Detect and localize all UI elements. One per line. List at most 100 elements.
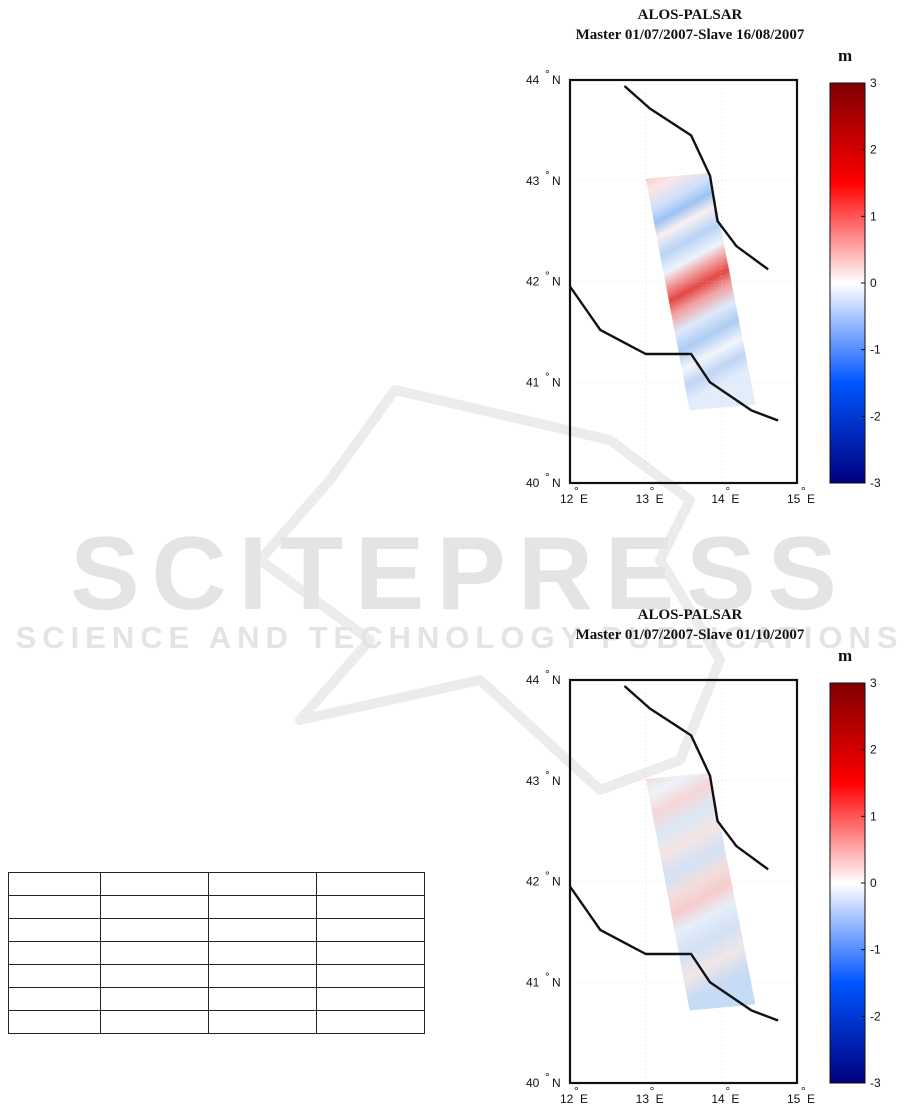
table-cell bbox=[208, 918, 317, 942]
latitude-suffix: N bbox=[552, 375, 561, 389]
latitude-label: 40 bbox=[526, 1076, 540, 1090]
colorbar-tick-label: 1 bbox=[870, 809, 877, 823]
latitude-suffix: N bbox=[552, 774, 561, 788]
latitude-label: 44 bbox=[526, 73, 540, 87]
table-row bbox=[8, 872, 425, 896]
map-subtitle: Master 01/07/2007-Slave 16/08/2007 bbox=[575, 27, 805, 43]
degree-mark: ° bbox=[545, 768, 550, 782]
colorbar-tick-label: 3 bbox=[870, 76, 877, 90]
table-cell bbox=[100, 987, 209, 1011]
latitude-suffix: N bbox=[552, 476, 561, 490]
latitude-suffix: N bbox=[552, 275, 561, 289]
latitude-label: 40 bbox=[526, 476, 540, 490]
degree-mark: ° bbox=[545, 869, 550, 883]
degree-mark: ° bbox=[801, 1084, 806, 1098]
degree-mark: ° bbox=[725, 1084, 730, 1098]
degree-mark: ° bbox=[574, 484, 579, 498]
table-row bbox=[8, 987, 425, 1011]
table-row bbox=[8, 1010, 425, 1034]
degree-mark: ° bbox=[545, 67, 550, 81]
table-cell bbox=[100, 872, 209, 896]
longitude-suffix: E bbox=[656, 1092, 664, 1106]
map-frame bbox=[568, 78, 799, 485]
table-row bbox=[8, 895, 425, 919]
table-cell bbox=[100, 964, 209, 988]
map-panel-1: ALOS-PALSAR Master 01/07/2007-Slave 16/0… bbox=[500, 5, 881, 515]
table-row bbox=[8, 918, 425, 942]
table-cell bbox=[316, 872, 425, 896]
table-cell bbox=[316, 895, 425, 919]
table-cell bbox=[100, 1010, 209, 1034]
longitude-label: 15 bbox=[787, 1092, 801, 1106]
table-cell bbox=[8, 987, 101, 1011]
table-row bbox=[8, 941, 425, 965]
coastline-southwest bbox=[569, 285, 779, 422]
latitude-suffix: N bbox=[552, 875, 561, 889]
table-cell bbox=[208, 941, 317, 965]
longitude-suffix: E bbox=[731, 492, 739, 506]
latitude-label: 41 bbox=[526, 975, 540, 989]
table-cell bbox=[100, 895, 209, 919]
table-cell bbox=[100, 941, 209, 965]
table-cell bbox=[8, 941, 101, 965]
latitude-suffix: N bbox=[552, 975, 561, 989]
table-cell bbox=[100, 918, 209, 942]
latitude-label: 44 bbox=[526, 673, 540, 687]
table-row bbox=[8, 964, 425, 988]
longitude-suffix: E bbox=[580, 1092, 588, 1106]
degree-mark: ° bbox=[574, 1084, 579, 1098]
latitude-suffix: N bbox=[552, 1076, 561, 1090]
table-cell bbox=[208, 964, 317, 988]
longitude-label: 13 bbox=[636, 492, 650, 506]
table-cell bbox=[8, 872, 101, 896]
degree-mark: ° bbox=[545, 667, 550, 681]
table-cell bbox=[316, 1010, 425, 1034]
map-frame bbox=[568, 678, 799, 1085]
table-cell bbox=[208, 1010, 317, 1034]
degree-mark: ° bbox=[650, 1084, 655, 1098]
longitude-label: 14 bbox=[711, 492, 725, 506]
interferogram-swath bbox=[645, 772, 756, 1011]
table-cell bbox=[208, 895, 317, 919]
latitude-suffix: N bbox=[552, 73, 561, 87]
latitude-label: 42 bbox=[526, 875, 540, 889]
displacement-map-2: 44 ° N43 ° N42 ° N41 ° N40 ° N12°E 13°E 14°E 15°E3210… bbox=[526, 667, 881, 1106]
degree-mark: ° bbox=[545, 269, 550, 283]
latitude-label: 41 bbox=[526, 375, 540, 389]
longitude-label: 14 bbox=[711, 1092, 725, 1106]
latitude-label: 43 bbox=[526, 774, 540, 788]
degree-mark: ° bbox=[545, 369, 550, 383]
colorbar-tick-label: -2 bbox=[870, 1009, 881, 1023]
table-cell bbox=[8, 1010, 101, 1034]
map-subtitle: Master 01/07/2007-Slave 01/10/2007 bbox=[575, 627, 805, 643]
colorbar-tick-label: -2 bbox=[870, 409, 881, 423]
longitude-label: 12 bbox=[560, 1092, 574, 1106]
longitude-suffix: E bbox=[731, 1092, 739, 1106]
coastline-northeast bbox=[623, 685, 769, 871]
colorbar-tick-label: 2 bbox=[870, 743, 877, 757]
longitude-label: 15 bbox=[787, 492, 801, 506]
longitude-suffix: E bbox=[807, 492, 815, 506]
colorbar-tick-label: 1 bbox=[870, 209, 877, 223]
longitude-label: 13 bbox=[636, 1092, 650, 1106]
degree-mark: ° bbox=[545, 969, 550, 983]
interferogram-swath bbox=[645, 172, 756, 411]
longitude-suffix: E bbox=[580, 492, 588, 506]
map-title: ALOS-PALSAR bbox=[637, 607, 743, 623]
colorbar-tick-label: -3 bbox=[870, 1076, 881, 1090]
table-cell bbox=[208, 872, 317, 896]
coastline-northeast bbox=[623, 85, 769, 271]
colorbar bbox=[829, 82, 866, 484]
table-cell bbox=[208, 987, 317, 1011]
latitude-suffix: N bbox=[552, 174, 561, 188]
degree-mark: ° bbox=[545, 470, 550, 484]
latitude-suffix: N bbox=[552, 673, 561, 687]
map-panel-2: ALOS-PALSAR Master 01/07/2007-Slave 01/1… bbox=[500, 605, 881, 1115]
longitude-suffix: E bbox=[807, 1092, 815, 1106]
latitude-label: 43 bbox=[526, 174, 540, 188]
coastline-southwest bbox=[569, 885, 779, 1022]
colorbar-tick-label: -1 bbox=[870, 943, 881, 957]
map-title: ALOS-PALSAR bbox=[637, 7, 743, 23]
colorbar-tick-label: 0 bbox=[870, 876, 877, 890]
colorbar bbox=[829, 682, 866, 1084]
